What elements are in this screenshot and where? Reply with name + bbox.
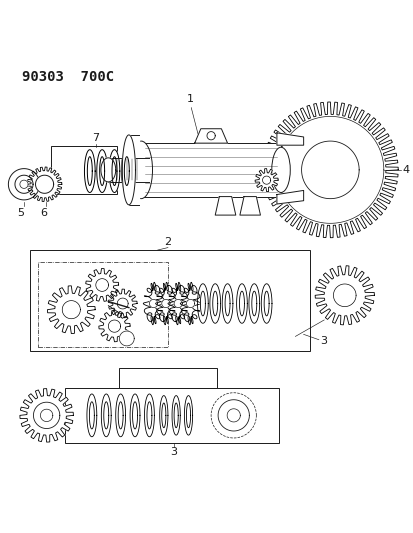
Polygon shape <box>227 409 240 422</box>
Polygon shape <box>89 402 94 429</box>
Polygon shape <box>101 394 111 437</box>
Polygon shape <box>172 395 180 435</box>
Text: 3: 3 <box>170 447 177 457</box>
Text: 3: 3 <box>319 336 326 346</box>
Polygon shape <box>209 284 220 323</box>
Polygon shape <box>276 190 303 204</box>
Polygon shape <box>276 133 303 145</box>
Ellipse shape <box>271 147 290 192</box>
Polygon shape <box>186 300 194 308</box>
Polygon shape <box>276 116 383 223</box>
Polygon shape <box>95 279 108 292</box>
Polygon shape <box>27 167 62 201</box>
Polygon shape <box>301 141 358 199</box>
Polygon shape <box>20 180 28 188</box>
Text: 90303  700C: 90303 700C <box>22 70 114 84</box>
Polygon shape <box>121 150 132 192</box>
Polygon shape <box>236 284 247 323</box>
Polygon shape <box>124 157 129 185</box>
Polygon shape <box>36 175 54 193</box>
Text: 7: 7 <box>92 133 99 143</box>
Polygon shape <box>15 175 33 193</box>
Polygon shape <box>155 282 176 325</box>
Polygon shape <box>314 266 373 325</box>
Polygon shape <box>84 150 95 192</box>
Polygon shape <box>149 300 157 308</box>
Polygon shape <box>104 402 109 429</box>
Polygon shape <box>186 403 190 427</box>
Polygon shape <box>161 300 170 308</box>
Polygon shape <box>97 150 107 192</box>
Polygon shape <box>118 402 123 429</box>
Text: 5: 5 <box>18 208 24 217</box>
Polygon shape <box>197 284 208 323</box>
Polygon shape <box>109 150 119 192</box>
Bar <box>38 262 168 346</box>
Ellipse shape <box>130 141 152 199</box>
Polygon shape <box>262 176 270 184</box>
Polygon shape <box>239 197 260 215</box>
Polygon shape <box>174 403 178 427</box>
Polygon shape <box>254 168 278 192</box>
Polygon shape <box>194 129 227 143</box>
Bar <box>65 388 278 443</box>
Text: 1: 1 <box>187 94 194 104</box>
Polygon shape <box>8 168 40 200</box>
Polygon shape <box>119 331 134 346</box>
Polygon shape <box>99 311 130 342</box>
Polygon shape <box>101 158 115 182</box>
Polygon shape <box>168 282 188 325</box>
Polygon shape <box>87 157 92 185</box>
Polygon shape <box>47 286 95 334</box>
Polygon shape <box>222 284 233 323</box>
Bar <box>118 368 217 388</box>
Polygon shape <box>20 389 73 442</box>
Polygon shape <box>212 291 217 316</box>
Polygon shape <box>174 300 182 308</box>
Bar <box>141 143 280 197</box>
Polygon shape <box>184 395 192 435</box>
Polygon shape <box>262 102 397 238</box>
Polygon shape <box>40 409 53 422</box>
Polygon shape <box>251 291 256 316</box>
Polygon shape <box>206 132 215 140</box>
Polygon shape <box>215 197 235 215</box>
Polygon shape <box>159 395 168 435</box>
Polygon shape <box>144 394 154 437</box>
Polygon shape <box>87 394 97 437</box>
Polygon shape <box>115 394 125 437</box>
Polygon shape <box>122 135 135 205</box>
Polygon shape <box>248 284 259 323</box>
Polygon shape <box>117 298 128 309</box>
Polygon shape <box>161 403 166 427</box>
Polygon shape <box>239 291 244 316</box>
Polygon shape <box>130 394 140 437</box>
Bar <box>30 250 309 351</box>
Polygon shape <box>132 402 137 429</box>
Polygon shape <box>147 402 152 429</box>
Polygon shape <box>180 282 200 325</box>
Polygon shape <box>218 400 249 431</box>
Polygon shape <box>143 282 164 325</box>
Polygon shape <box>263 291 268 316</box>
Polygon shape <box>112 157 116 185</box>
Polygon shape <box>225 291 230 316</box>
Polygon shape <box>62 301 80 319</box>
Text: 4: 4 <box>401 165 408 175</box>
Polygon shape <box>33 402 59 429</box>
Polygon shape <box>108 320 120 332</box>
Polygon shape <box>100 157 104 185</box>
Text: 2: 2 <box>164 237 171 247</box>
Polygon shape <box>261 284 271 323</box>
Text: 6: 6 <box>40 208 47 217</box>
Polygon shape <box>332 284 355 306</box>
Polygon shape <box>200 291 205 316</box>
Polygon shape <box>108 289 137 318</box>
Polygon shape <box>85 269 118 301</box>
Bar <box>51 146 116 193</box>
